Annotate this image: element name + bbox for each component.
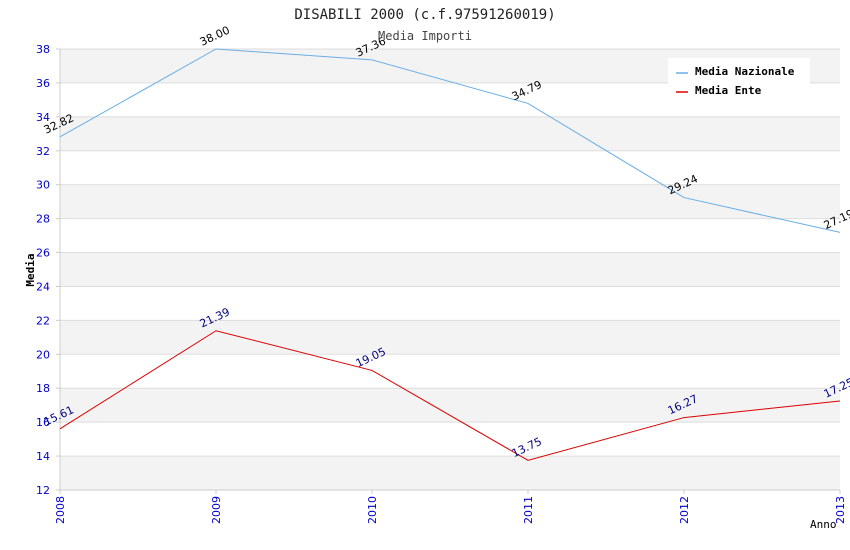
- axes: [59, 49, 840, 491]
- y-tick-label: 26: [36, 247, 50, 260]
- legend-label-1: Media Ente: [695, 84, 762, 97]
- y-tick-label: 34: [36, 111, 50, 124]
- y-axis-label: Media: [24, 253, 37, 286]
- grid-band: [60, 388, 840, 423]
- legend: Media Nazionale Media Ente: [668, 58, 810, 102]
- y-tick-label: 16: [36, 416, 50, 429]
- y-tick-label: 30: [36, 179, 50, 192]
- chart-title: DISABILI 2000 (c.f.97591260019): [294, 7, 555, 23]
- y-tick-label: 38: [36, 43, 50, 56]
- y-tick-label: 14: [36, 450, 50, 463]
- y-tick-label: 28: [36, 213, 50, 226]
- x-tick-label: 2011: [522, 496, 535, 524]
- y-tick-label: 22: [36, 314, 50, 327]
- grid-band: [60, 320, 840, 355]
- x-tick-label: 2008: [54, 496, 67, 524]
- x-tick-label: 2013: [834, 496, 847, 524]
- y-tick-label: 32: [36, 145, 50, 158]
- y-tick-label: 18: [36, 382, 50, 395]
- x-axis-label: Anno: [810, 518, 837, 531]
- series-line-0: [59, 48, 841, 233]
- y-tick-label: 36: [36, 77, 50, 90]
- series-line-1: [59, 330, 841, 461]
- x-tick-label: 2012: [678, 496, 691, 524]
- data-label: 15.61: [42, 403, 76, 428]
- x-tick-labels: 2008 2009 2010 2011 2012 2013: [54, 490, 847, 524]
- grid-band: [60, 116, 840, 151]
- x-tick-label: 2010: [366, 496, 379, 524]
- series-layer: [59, 48, 841, 461]
- y-tick-label: 24: [36, 280, 50, 293]
- legend-label-0: Media Nazionale: [695, 65, 795, 78]
- grid-band: [60, 252, 840, 287]
- grid-lines: [56, 48, 840, 491]
- grid-band: [60, 184, 840, 219]
- y-tick-label: 20: [36, 348, 50, 361]
- data-label: 38.00: [198, 24, 232, 49]
- y-tick-label: 12: [36, 484, 50, 497]
- legend-box: [668, 58, 810, 102]
- grid-bands: [60, 49, 840, 490]
- grid-band: [60, 456, 840, 490]
- x-tick-label: 2009: [210, 496, 223, 524]
- y-tick-labels: 12 14 16 18 20 22 24 26 28 30 32 34 36 38: [36, 43, 50, 497]
- chart-subtitle: Media Importi: [378, 29, 472, 43]
